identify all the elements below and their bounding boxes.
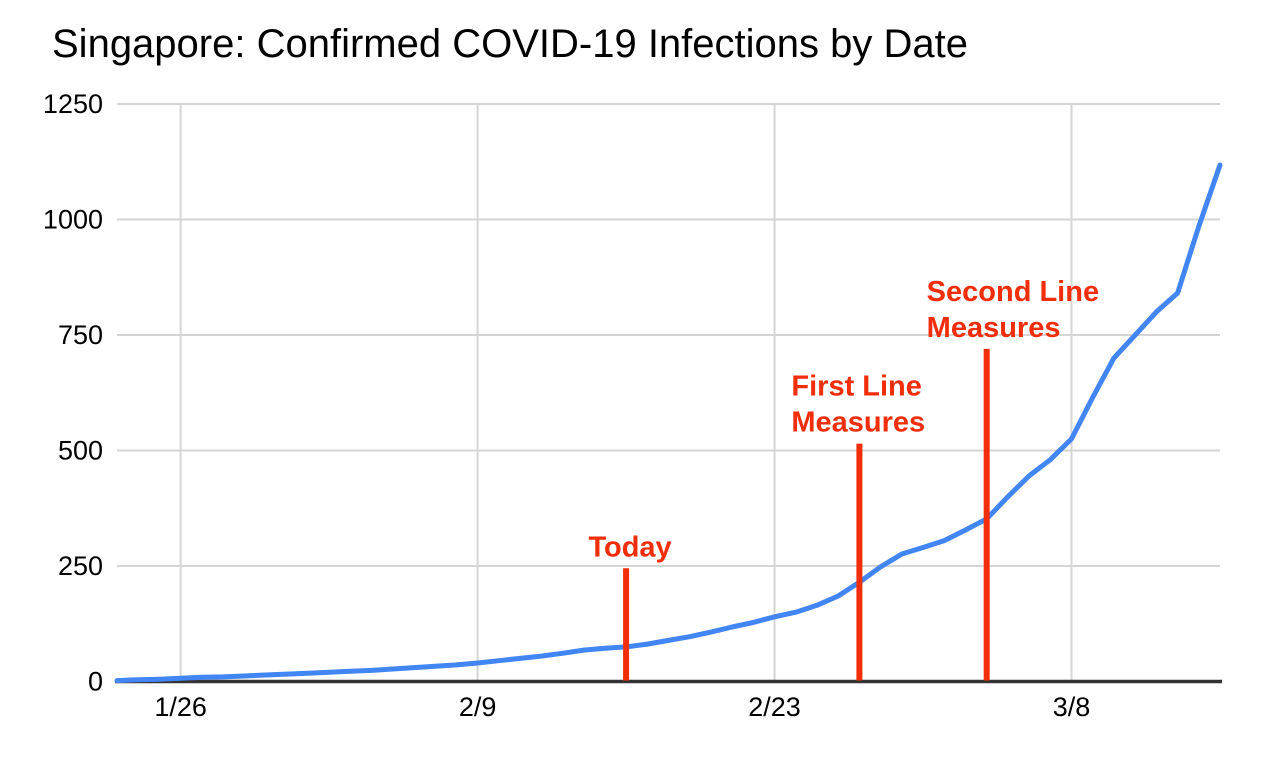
annotation-label: Measures	[791, 407, 925, 439]
y-tick-label: 0	[88, 667, 103, 697]
y-tick-label: 500	[58, 436, 103, 466]
annotation-label: Today	[588, 531, 671, 563]
x-tick-label: 1/26	[154, 692, 207, 722]
y-tick-label: 1250	[43, 89, 103, 119]
y-tick-label: 250	[58, 551, 103, 581]
x-tick-label: 2/9	[459, 692, 497, 722]
infections-line-series	[114, 162, 1223, 684]
x-tick-label: 2/23	[748, 692, 801, 722]
annotation-label: Measures	[927, 312, 1061, 344]
annotation-label: Second Line	[927, 276, 1099, 308]
x-tick-label: 3/8	[1053, 692, 1091, 722]
annotation-label: First Line	[791, 371, 922, 403]
chart-title: Singapore: Confirmed COVID-19 Infections…	[52, 22, 968, 66]
y-tick-label: 1000	[43, 205, 103, 235]
y-tick-label: 750	[58, 320, 103, 350]
